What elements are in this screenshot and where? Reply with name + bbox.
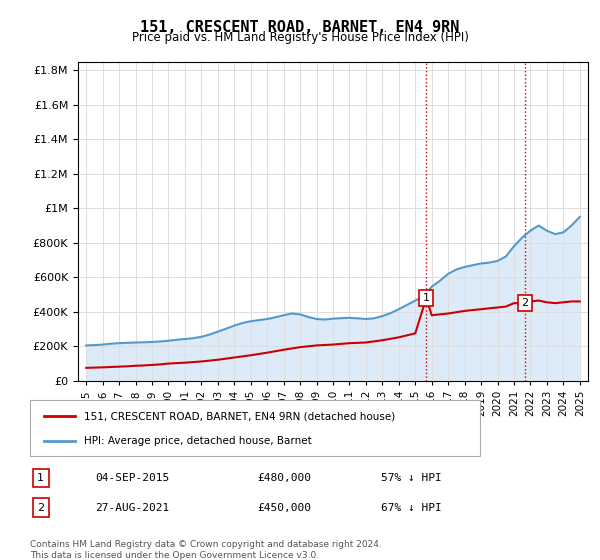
Text: 1: 1 <box>37 473 44 483</box>
FancyBboxPatch shape <box>30 400 480 456</box>
Text: 151, CRESCENT ROAD, BARNET, EN4 9RN (detached house): 151, CRESCENT ROAD, BARNET, EN4 9RN (det… <box>84 411 395 421</box>
Text: Contains HM Land Registry data © Crown copyright and database right 2024.
This d: Contains HM Land Registry data © Crown c… <box>30 540 382 560</box>
Text: 27-AUG-2021: 27-AUG-2021 <box>95 502 169 512</box>
Text: 151, CRESCENT ROAD, BARNET, EN4 9RN: 151, CRESCENT ROAD, BARNET, EN4 9RN <box>140 20 460 35</box>
Text: £450,000: £450,000 <box>257 502 311 512</box>
Text: 2: 2 <box>521 298 528 308</box>
Text: 67% ↓ HPI: 67% ↓ HPI <box>381 502 442 512</box>
Text: 57% ↓ HPI: 57% ↓ HPI <box>381 473 442 483</box>
Text: HPI: Average price, detached house, Barnet: HPI: Average price, detached house, Barn… <box>84 436 312 446</box>
Text: £480,000: £480,000 <box>257 473 311 483</box>
Text: Price paid vs. HM Land Registry's House Price Index (HPI): Price paid vs. HM Land Registry's House … <box>131 31 469 44</box>
Text: 04-SEP-2015: 04-SEP-2015 <box>95 473 169 483</box>
Text: 2: 2 <box>37 502 44 512</box>
Text: 1: 1 <box>423 293 430 303</box>
